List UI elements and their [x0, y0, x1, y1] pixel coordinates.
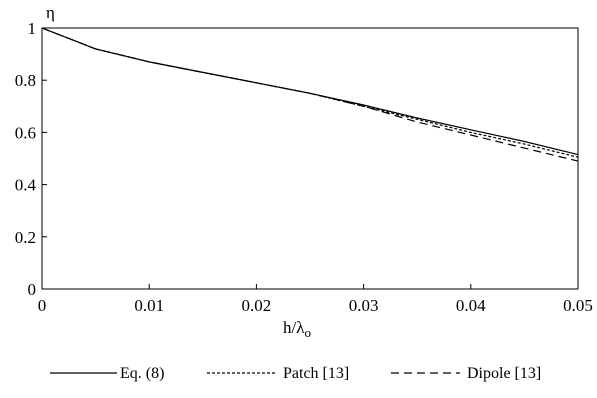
legend-label-3: Dipole [13]: [467, 365, 541, 382]
y-tick-label: 0.8: [15, 71, 36, 90]
x-tick-label: 0.02: [242, 296, 272, 315]
x-axis-title: h/λo: [283, 318, 311, 340]
x-tick-label: 0.05: [563, 296, 593, 315]
x-axis-title-main: h/λ: [283, 318, 305, 337]
x-tick-label: 0.01: [134, 296, 164, 315]
x-tick-label: 0.03: [349, 296, 379, 315]
series-group: [41, 27, 579, 162]
y-tick-label: 0: [28, 280, 37, 299]
legend: Eq. (8) Patch [13] Dipole [13]: [50, 365, 541, 382]
y-tick-label: 0.2: [15, 228, 36, 247]
x-tick-label: 0.04: [456, 296, 486, 315]
y-tick-label: 1: [28, 19, 37, 38]
legend-label-2: Patch [13]: [283, 365, 349, 382]
y-tick-label: 0.4: [15, 176, 37, 195]
y-tick-label: 0.6: [15, 123, 36, 142]
y-axis-title: η: [46, 3, 55, 22]
x-axis-title-subscript: o: [304, 325, 311, 340]
series-line-1: [41, 27, 579, 156]
axis-ticks: 0 0.01 0.02 0.03 0.04 0.05 0 0.2 0.4 0.6 0.8 1: [15, 19, 593, 315]
series-line-2: [41, 27, 579, 158]
x-tick-label: 0: [38, 296, 47, 315]
legend-label-1: Eq. (8): [120, 365, 164, 382]
series-line-3: [41, 27, 579, 162]
plot-frame: [41, 27, 579, 290]
